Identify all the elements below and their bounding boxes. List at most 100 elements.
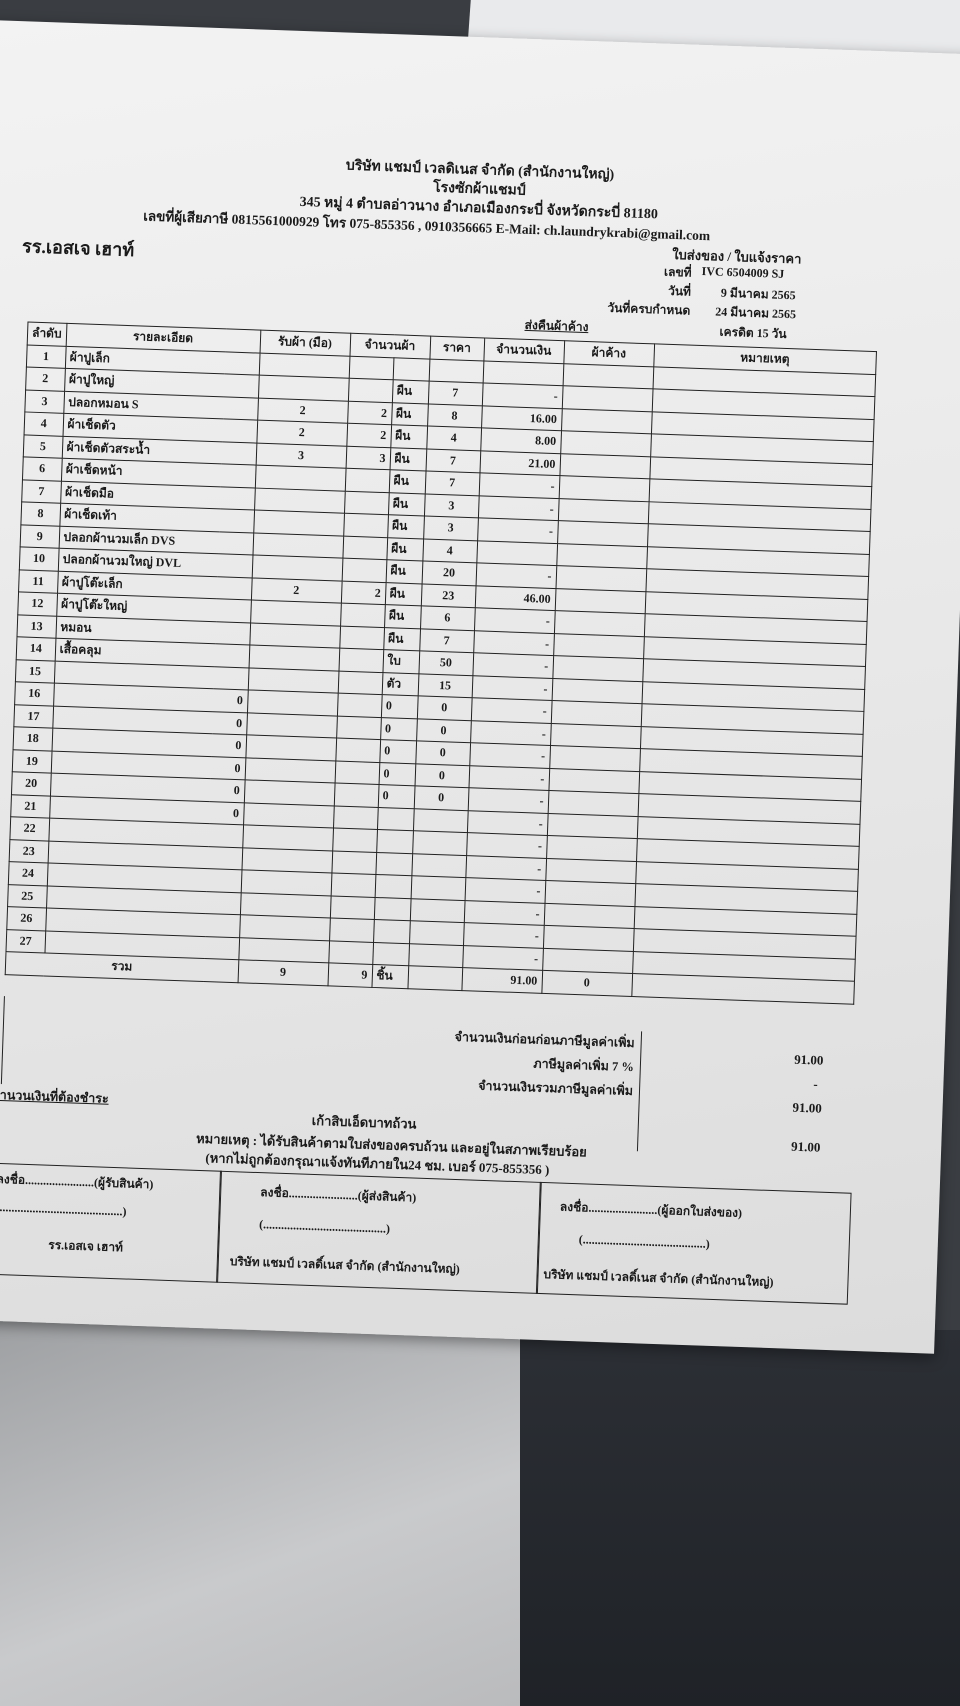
row-detail-value: 0 xyxy=(211,733,247,758)
row-price: 3 xyxy=(423,493,479,518)
row-unit xyxy=(375,851,413,876)
row-unit: 0 xyxy=(380,717,417,741)
row-price: 4 xyxy=(422,538,478,563)
signature-receiver: ลงชื่อ.......................(ผู้รับสินค… xyxy=(0,1162,222,1283)
row-detail-value xyxy=(206,868,242,893)
row-detail-value xyxy=(224,373,259,398)
row-unit: ใบ xyxy=(382,649,420,674)
header-price: ราคา xyxy=(429,336,485,361)
row-number: 4 xyxy=(24,411,64,436)
row-price: 0 xyxy=(415,740,471,766)
row-received xyxy=(251,554,343,581)
row-unit xyxy=(372,941,410,966)
row-outstanding xyxy=(542,925,634,952)
row-outstanding xyxy=(549,745,640,772)
row-price: 0 xyxy=(414,763,470,788)
total-unit: ชิ้น xyxy=(371,964,409,989)
meta-value: 9 มีนาคม 2565 xyxy=(720,285,796,303)
row-received xyxy=(245,734,337,761)
row-unit xyxy=(374,874,412,899)
row-outstanding xyxy=(551,678,643,704)
signature-line: ลงชื่อ.......................(ผู้ออกใบส่… xyxy=(559,1199,743,1220)
row-unit xyxy=(376,829,413,854)
row-price: 23 xyxy=(420,583,476,608)
row-received xyxy=(243,802,334,828)
row-qty xyxy=(330,872,376,897)
row-price: 0 xyxy=(416,695,472,721)
row-number: 6 xyxy=(22,456,62,481)
row-unit: ผืน xyxy=(391,402,428,427)
row-number: 16 xyxy=(14,681,54,706)
payable-words: เก้าสิบเอ็ดบาทถ้วน xyxy=(311,1112,417,1132)
row-qty: 3 xyxy=(345,445,391,470)
row-detail-value xyxy=(220,463,256,488)
row-amount: - xyxy=(463,900,545,926)
row-received xyxy=(246,712,337,739)
row-outstanding xyxy=(557,498,649,524)
row-amount: - xyxy=(467,787,549,813)
header-qty: จำนวนผ้า xyxy=(349,333,431,359)
row-unit: ผืน xyxy=(389,447,427,471)
row-amount: - xyxy=(470,697,552,724)
summary-value: 91.00 xyxy=(793,1051,824,1068)
row-received xyxy=(242,824,334,851)
total-received: 9 xyxy=(237,959,329,986)
summary-divider xyxy=(636,1031,643,1152)
header-received: รับผ้า (มือ) xyxy=(259,330,351,356)
payable-label: จำนวนเงินที่ต้องชำระ xyxy=(0,1087,109,1106)
row-price: 0 xyxy=(413,785,469,811)
row-number: 13 xyxy=(16,614,57,639)
row-amount: - xyxy=(469,742,551,768)
row-unit xyxy=(373,919,410,944)
row-outstanding xyxy=(544,880,636,907)
row-price: 15 xyxy=(417,673,473,698)
row-number: 25 xyxy=(7,884,47,908)
row-amount: - xyxy=(465,855,547,881)
row-received xyxy=(258,375,349,401)
row-number: 17 xyxy=(13,704,54,729)
signature-issuer: ลงชื่อ.......................(ผู้ออกใบส่… xyxy=(535,1181,852,1305)
row-outstanding xyxy=(561,408,652,434)
row-amount: - xyxy=(466,832,547,858)
dark-surface xyxy=(520,1330,960,1706)
row-unit: ผืน xyxy=(387,492,425,516)
row-amount: - xyxy=(477,495,559,521)
row-number: 23 xyxy=(9,839,49,864)
row-qty xyxy=(344,468,390,493)
floor-background xyxy=(0,1290,560,1706)
row-outstanding xyxy=(550,723,641,749)
signature-name: (.......................................… xyxy=(0,1199,127,1219)
row-number: 2 xyxy=(25,366,65,391)
row-qty xyxy=(332,827,378,852)
total-price xyxy=(407,965,463,991)
row-unit xyxy=(392,357,430,382)
row-price: 0 xyxy=(416,718,471,743)
total-outstanding: 0 xyxy=(541,970,633,996)
row-outstanding xyxy=(546,835,637,862)
meta-value: 24 มีนาคม 2565 xyxy=(715,304,797,322)
row-qty: 2 xyxy=(346,423,392,448)
row-unit: 0 xyxy=(377,784,415,809)
signature-sender: ลงชื่อ.......................(ผู้ส่งสินค… xyxy=(216,1170,542,1294)
row-number: 21 xyxy=(10,794,50,819)
meta-value: IVC 6504009 SJ xyxy=(701,263,785,281)
row-received xyxy=(250,599,341,626)
row-received xyxy=(249,622,341,649)
summary-value: 91.00 xyxy=(792,1099,823,1116)
row-outstanding xyxy=(547,790,639,817)
row-outstanding xyxy=(553,610,645,637)
row-qty xyxy=(328,940,374,965)
row-unit: ผืน xyxy=(383,627,421,651)
row-unit: 0 xyxy=(380,694,418,719)
row-amount: 21.00 xyxy=(479,450,561,476)
signature-org: บริษัท แชมป์ เวลดิ์เนส จำกัด (สำนักงานให… xyxy=(229,1254,460,1277)
row-amount: - xyxy=(464,877,546,903)
row-received: 2 xyxy=(256,420,348,446)
row-received: 3 xyxy=(255,442,347,469)
row-amount: - xyxy=(477,517,558,544)
header-no: ลำดับ xyxy=(27,322,67,346)
signature-name: (.......................................… xyxy=(578,1232,710,1251)
signature-line: ลงชื่อ.......................(ผู้รับสินค… xyxy=(0,1171,154,1192)
row-price: 50 xyxy=(418,650,474,676)
row-outstanding xyxy=(545,857,637,884)
